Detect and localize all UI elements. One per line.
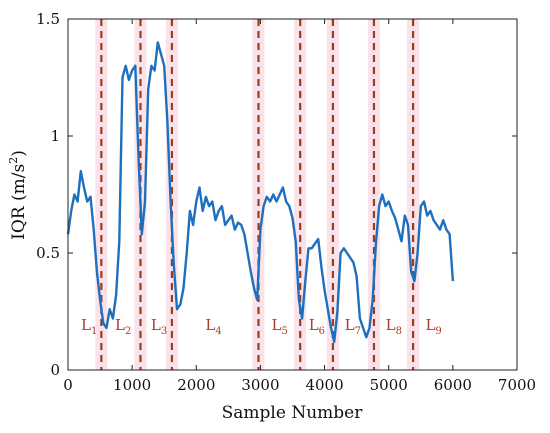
segment-label-sub: 1: [91, 326, 97, 337]
segment-label-sub: 6: [319, 326, 325, 337]
y-axis-title: IQR (m/s2): [7, 150, 29, 240]
y-axis-title-sup: 2: [7, 157, 20, 164]
x-tick-label: 7000: [498, 376, 536, 394]
segment-label-7: L7: [345, 316, 361, 337]
segment-label-main: L: [309, 316, 319, 334]
segment-label-main: L: [151, 316, 161, 334]
segment-label-main: L: [425, 316, 435, 334]
x-tick-label: 0: [63, 376, 73, 394]
x-tick-label: 5000: [370, 376, 408, 394]
segment-label-main: L: [345, 316, 355, 334]
y-axis-title-main: IQR (m/s: [9, 164, 29, 240]
y-axis-ticks: 0 0.5 1 1.5: [36, 10, 517, 379]
segment-label-8: L8: [386, 316, 402, 337]
segment-labels: L1 L2 L3 L4 L5 L6 L7 L8 L9: [81, 316, 442, 337]
x-tick-label: 4000: [305, 376, 343, 394]
x-tick-label: 6000: [434, 376, 472, 394]
segment-label-sub: 7: [355, 326, 361, 337]
segment-label-main: L: [81, 316, 91, 334]
y-tick-label: 1: [50, 127, 60, 145]
segment-label-4: L4: [205, 316, 221, 337]
segment-label-main: L: [271, 316, 281, 334]
segment-label-main: L: [205, 316, 215, 334]
segment-label-sub: 8: [396, 326, 402, 337]
x-tick-label: 3000: [241, 376, 279, 394]
segment-label-sub: 5: [281, 326, 287, 337]
x-axis-title: Sample Number: [222, 403, 364, 423]
y-tick-label: 1.5: [36, 10, 60, 28]
divider-band-6: [326, 19, 339, 370]
segment-label-1: L1: [81, 316, 97, 337]
divider-band-8: [407, 19, 420, 370]
segment-label-sub: 4: [215, 326, 221, 337]
divider-band-4: [252, 19, 265, 370]
x-tick-label: 2000: [177, 376, 215, 394]
segment-label-sub: 2: [125, 326, 131, 337]
segment-label-3: L3: [151, 316, 167, 337]
y-axis-title-close: ): [9, 150, 29, 157]
y-tick-label: 0: [50, 361, 60, 379]
segment-label-main: L: [115, 316, 125, 334]
segment-label-6: L6: [309, 316, 325, 337]
series-line: [66, 41, 455, 344]
segment-label-9: L9: [425, 316, 441, 337]
x-axis-ticks: 0 1000 2000 3000 4000 5000 6000 7000: [63, 19, 536, 394]
plot-frame: [67, 18, 518, 371]
x-tick-label: 1000: [113, 376, 151, 394]
y-tick-label: 0.5: [36, 244, 60, 262]
segment-label-main: L: [386, 316, 396, 334]
segment-label-sub: 3: [161, 326, 167, 337]
segment-label-2: L2: [115, 316, 131, 337]
segment-label-5: L5: [271, 316, 287, 337]
divider-band-7: [367, 19, 380, 370]
segment-label-sub: 9: [435, 326, 441, 337]
